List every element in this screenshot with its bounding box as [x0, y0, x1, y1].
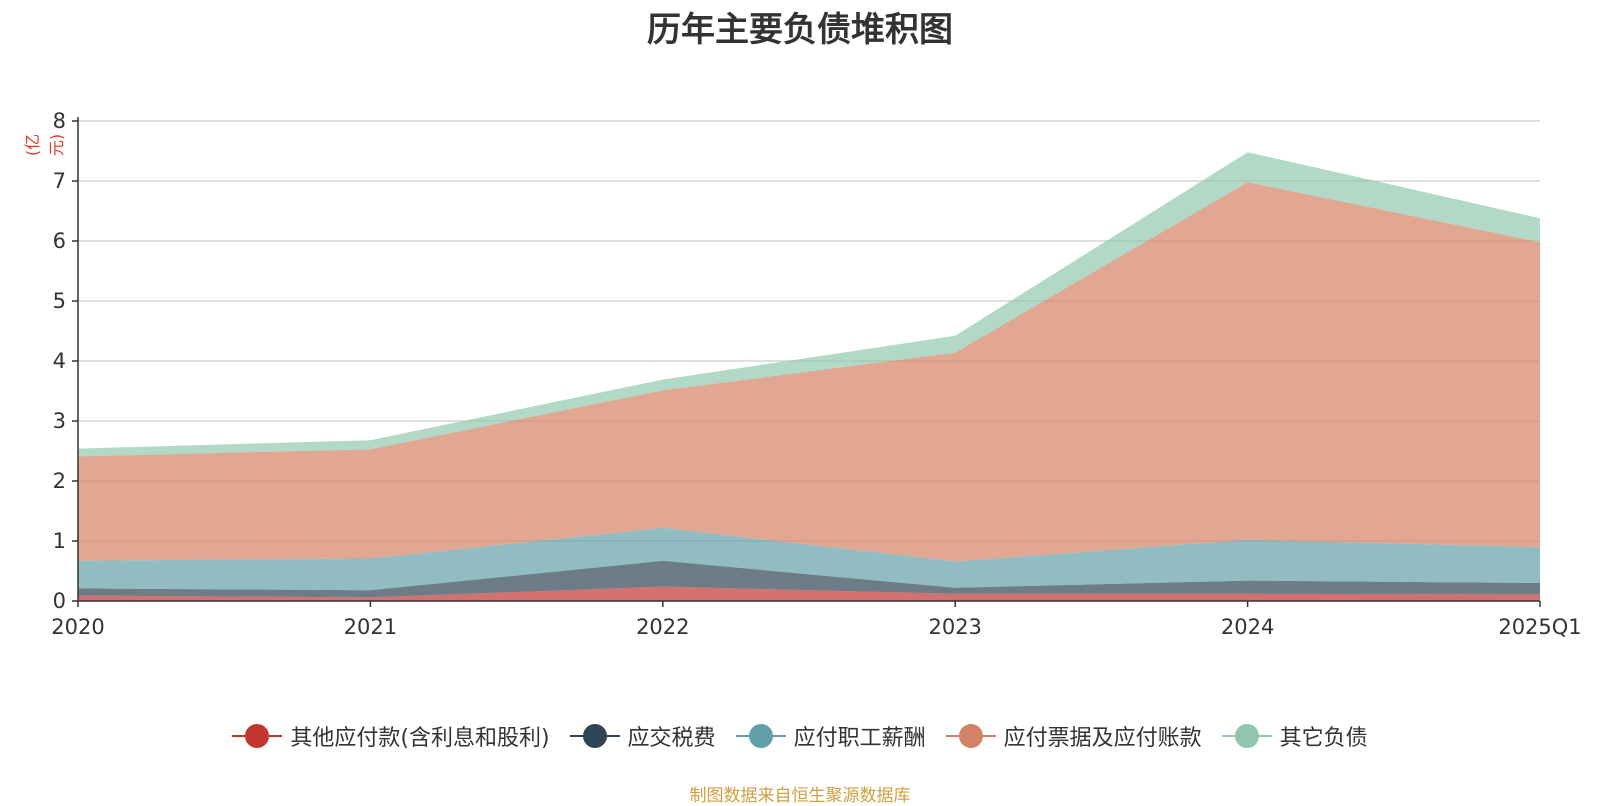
stacked-areas	[78, 152, 1540, 601]
legend-marker-dot	[958, 724, 983, 748]
y-tick-label: 8	[53, 109, 66, 133]
legend-item-2[interactable]: 应付职工薪酬	[735, 720, 926, 752]
legend-label: 应付票据及应付账款	[1003, 726, 1202, 751]
legend-marker-dot	[245, 724, 270, 748]
y-tick-label: 3	[53, 409, 66, 433]
area-series-0[interactable]	[78, 586, 1540, 601]
legend-marker-icon	[232, 723, 283, 749]
legend: 其他应付款(含利息和股利) 应交税费 应付职工薪酬 应付票据及应付账款 其它负债	[0, 720, 1600, 752]
axes: 0 1 2 3 4 5 6 7 8 2020 2021 2022 2023 2024 2025Q1	[51, 109, 1581, 639]
legend-marker-icon	[945, 723, 996, 749]
area-series-1[interactable]	[78, 560, 1540, 598]
y-tick-label: 4	[53, 349, 66, 373]
y-tick-label: 0	[53, 589, 66, 613]
y-tick-label: 6	[53, 229, 66, 253]
legend-marker-icon	[735, 723, 786, 749]
y-tick-label: 2	[53, 469, 66, 493]
chart-title: 历年主要负债堆积图	[647, 10, 953, 50]
x-tick-label: 2025Q1	[1498, 615, 1581, 639]
legend-marker-dot	[1234, 724, 1259, 748]
legend-label: 其它负债	[1279, 726, 1368, 751]
y-tick-label: 5	[53, 289, 66, 313]
x-tick-label: 2020	[51, 615, 104, 639]
legend-marker-dot	[748, 724, 773, 748]
legend-item-0[interactable]: 其他应付款(含利息和股利)	[232, 720, 550, 752]
x-tick-label: 2021	[344, 615, 397, 639]
y-tick-label: 7	[53, 169, 66, 193]
x-tick-label: 2024	[1221, 615, 1274, 639]
legend-marker-dot	[582, 724, 607, 748]
legend-item-1[interactable]: 应交税费	[569, 720, 716, 752]
legend-marker-icon	[1221, 723, 1272, 749]
legend-label: 应付职工薪酬	[793, 726, 926, 751]
legend-label: 应交税费	[627, 726, 716, 751]
area-series-2[interactable]	[78, 527, 1540, 591]
source-note: 制图数据来自恒生聚源数据库	[689, 786, 911, 806]
area-series-3[interactable]	[78, 182, 1540, 562]
legend-item-4[interactable]: 其它负债	[1221, 720, 1368, 752]
legend-label: 其他应付款(含利息和股利)	[290, 726, 550, 751]
y-tick-label: 1	[53, 529, 66, 553]
x-tick-label: 2023	[928, 615, 981, 639]
x-tick-label: 2022	[636, 615, 689, 639]
legend-item-3[interactable]: 应付票据及应付账款	[945, 720, 1202, 752]
legend-marker-icon	[569, 723, 620, 749]
